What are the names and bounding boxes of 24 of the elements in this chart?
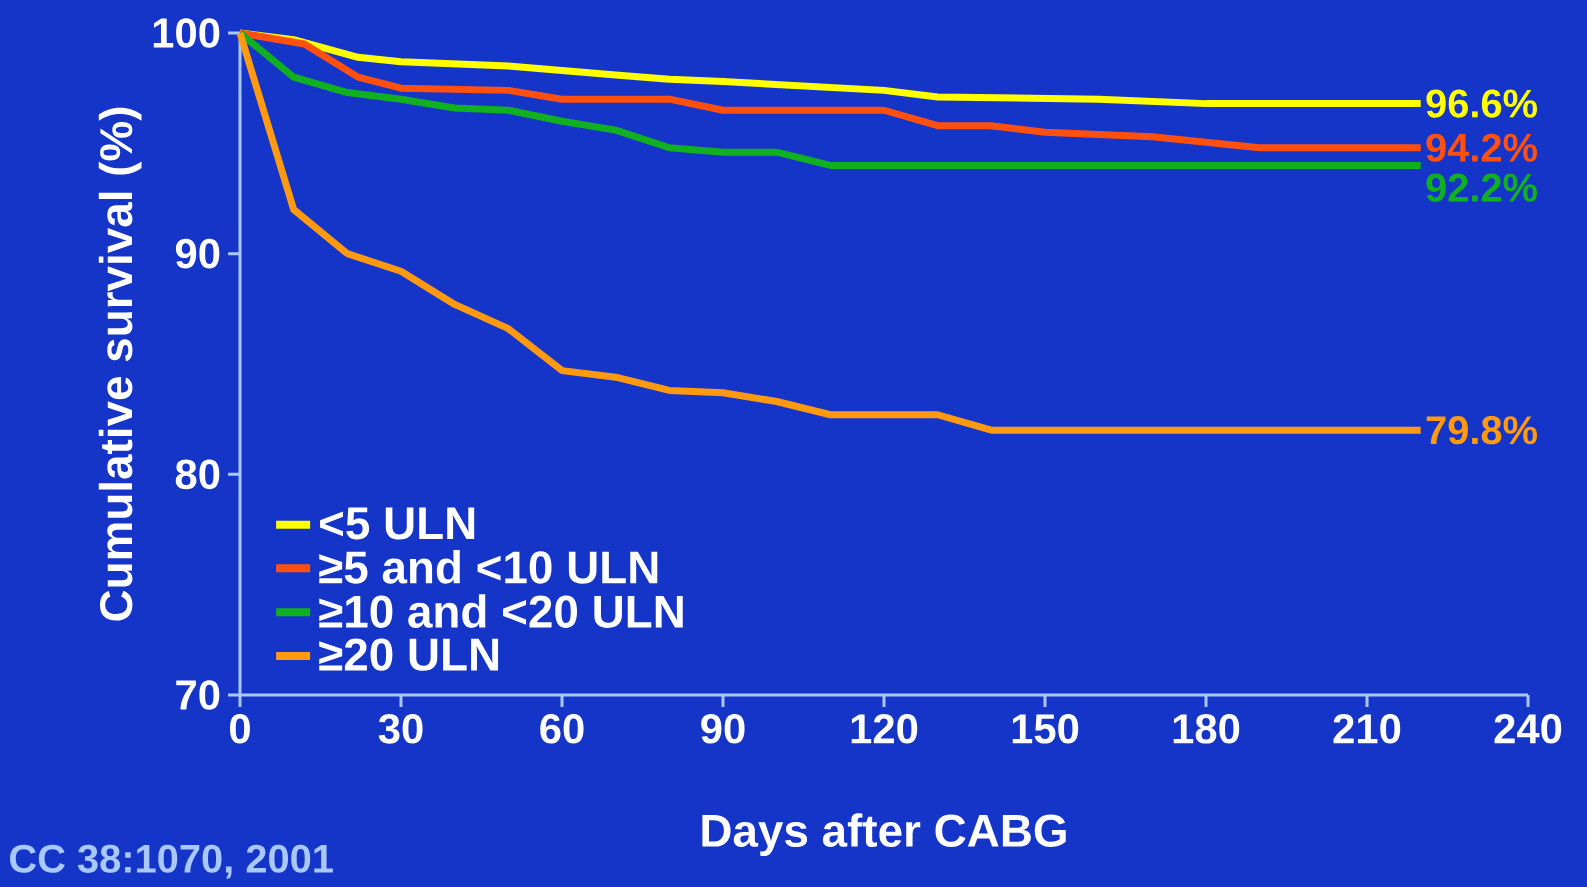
x-tick-label: 30 [378, 714, 423, 744]
x-tick-label: 150 [1012, 714, 1079, 744]
y-tick-label: 70 [176, 680, 220, 710]
x-tick-label: 0 [230, 714, 250, 744]
annotation: 79.8% [1426, 416, 1537, 445]
x-tick-label: 120 [851, 714, 918, 744]
legend-label: ≥5 and <10 ULN [319, 550, 658, 584]
text: CC 38:1070, 2001 [10, 844, 333, 879]
x-tick-label: 210 [1333, 714, 1401, 744]
x-tick-label: 240 [1494, 714, 1562, 744]
y-tick-label: 100 [153, 18, 220, 48]
x-tick-label: 60 [540, 714, 584, 744]
y-axis-title: Cumulative survival (%) [98, 107, 142, 621]
legend-label: <5 ULN [320, 507, 475, 540]
y-tick-label: 80 [175, 459, 220, 490]
y-tick-label: 90 [175, 238, 220, 269]
x-tick-label: 90 [701, 714, 745, 744]
annotation: 96.6% [1426, 89, 1537, 118]
x-axis-title: Days after CABG [702, 813, 1066, 857]
legend-label: ≥10 and <20 ULN [319, 594, 683, 628]
legend-label: ≥20 ULN [319, 638, 499, 671]
annotation: 92.2% [1426, 173, 1537, 202]
annotation: 94.2% [1426, 133, 1537, 162]
x-tick-label: 180 [1173, 714, 1240, 744]
